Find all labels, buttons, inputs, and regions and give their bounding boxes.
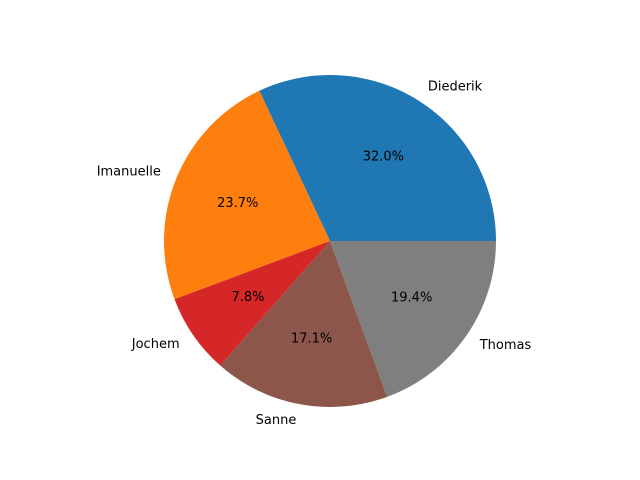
pie-percent-label-imanuelle: 23.7% bbox=[217, 196, 258, 211]
pie-percent-label-diederik: 32.0% bbox=[363, 149, 404, 164]
pie-slice-jochem bbox=[174, 241, 330, 366]
pie-slice-diederik bbox=[259, 75, 496, 242]
pie-percent-label-sanne: 17.1% bbox=[291, 331, 332, 346]
pie-percent-label-jochem: 7.8% bbox=[231, 290, 264, 305]
pie-slice-imanuelle bbox=[163, 90, 330, 300]
pie-category-label-thomas: Thomas bbox=[479, 338, 532, 353]
pie-percent-label-thomas: 19.4% bbox=[391, 291, 432, 306]
percent-labels-layer: 32.0% 23.7% 7.8% 17.1% 19.4% bbox=[217, 149, 432, 346]
pie-slice-thomas bbox=[330, 241, 496, 397]
category-labels-layer: Diederik Imanuelle Jochem Sanne Thomas bbox=[97, 79, 532, 428]
pie-category-label-diederik: Diederik bbox=[428, 79, 483, 94]
pie-category-label-imanuelle: Imanuelle bbox=[97, 165, 161, 180]
pie-slice-sanne bbox=[220, 241, 388, 408]
pie-category-label-sanne: Sanne bbox=[256, 413, 297, 428]
pie-category-label-jochem: Jochem bbox=[131, 337, 180, 352]
slices-layer bbox=[163, 75, 496, 408]
